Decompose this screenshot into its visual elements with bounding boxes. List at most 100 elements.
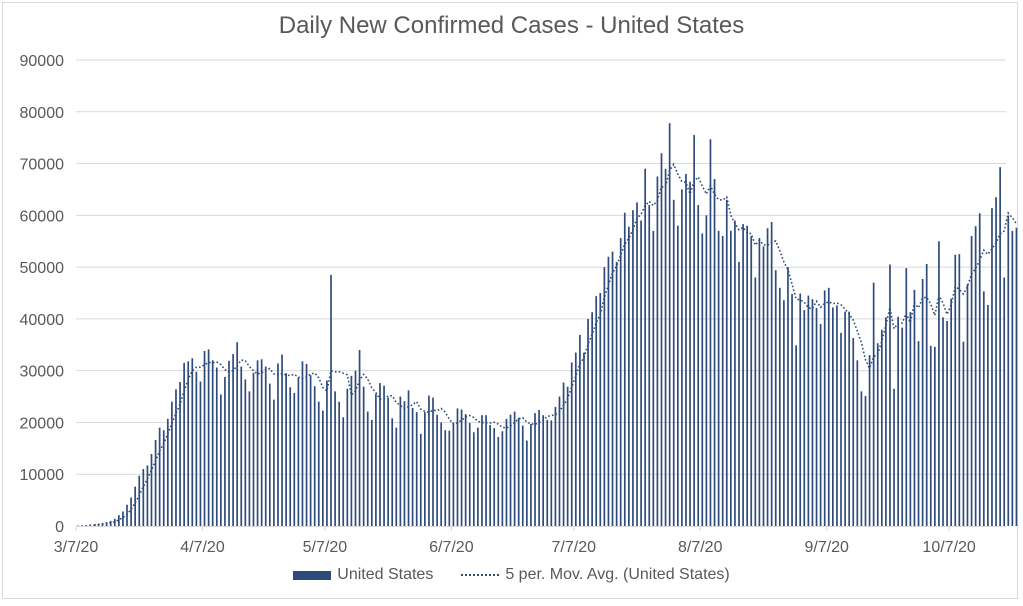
x-tick-label: 3/7/20 bbox=[54, 539, 99, 556]
bar bbox=[725, 199, 728, 527]
bar bbox=[273, 399, 275, 526]
bar bbox=[795, 345, 797, 526]
bar bbox=[709, 139, 712, 526]
bar bbox=[460, 409, 463, 526]
bar bbox=[905, 268, 908, 526]
bar bbox=[77, 525, 79, 526]
bar bbox=[554, 406, 557, 526]
bar bbox=[970, 236, 973, 527]
y-tick-label: 90000 bbox=[20, 53, 65, 70]
bar bbox=[244, 379, 247, 526]
bar bbox=[832, 307, 834, 526]
bar bbox=[762, 246, 765, 526]
bar bbox=[917, 341, 920, 526]
bar bbox=[603, 267, 606, 526]
bar bbox=[236, 342, 239, 526]
bar bbox=[366, 411, 369, 526]
y-tick-label: 80000 bbox=[20, 105, 65, 122]
bar bbox=[746, 225, 749, 526]
bar bbox=[256, 360, 259, 526]
bar bbox=[330, 274, 332, 526]
bar bbox=[966, 284, 969, 526]
bar bbox=[872, 282, 875, 526]
bar bbox=[248, 391, 251, 526]
bar bbox=[162, 430, 165, 526]
bar bbox=[929, 345, 932, 526]
bar bbox=[252, 372, 255, 526]
bar bbox=[493, 428, 496, 526]
bar bbox=[224, 376, 226, 526]
bar bbox=[452, 422, 455, 526]
bar bbox=[807, 295, 810, 526]
bar bbox=[542, 415, 545, 526]
bar bbox=[481, 415, 483, 526]
bar bbox=[411, 407, 414, 526]
bar bbox=[477, 427, 479, 526]
bar bbox=[750, 236, 753, 527]
bar bbox=[791, 294, 793, 526]
bar bbox=[403, 401, 406, 526]
bar bbox=[146, 465, 149, 526]
bar bbox=[648, 204, 651, 526]
bar bbox=[909, 312, 912, 526]
bar bbox=[921, 279, 924, 526]
bar bbox=[819, 324, 822, 526]
bar bbox=[570, 362, 573, 526]
bar bbox=[264, 366, 267, 526]
y-tick-label: 0 bbox=[55, 519, 64, 536]
legend-item-moving-average: 5 per. Mov. Avg. (United States) bbox=[461, 566, 730, 584]
bar bbox=[228, 360, 230, 526]
bar bbox=[562, 382, 565, 526]
bar bbox=[195, 371, 198, 526]
bar bbox=[383, 385, 385, 526]
bar bbox=[89, 524, 92, 526]
bar bbox=[187, 361, 190, 526]
bar bbox=[950, 298, 953, 526]
bar bbox=[574, 352, 577, 526]
bar bbox=[550, 420, 553, 526]
legend-item-bars: United States bbox=[293, 566, 433, 584]
bar bbox=[934, 346, 936, 526]
bar bbox=[171, 401, 173, 526]
bar bbox=[827, 287, 830, 526]
y-tick-label: 30000 bbox=[20, 364, 65, 381]
bar bbox=[778, 287, 781, 526]
bar bbox=[338, 401, 341, 526]
bar bbox=[342, 417, 345, 526]
bar bbox=[530, 423, 532, 526]
bar bbox=[982, 291, 985, 526]
bar bbox=[1003, 277, 1006, 526]
x-tick-label: 9/7/20 bbox=[804, 539, 849, 556]
bar bbox=[558, 396, 561, 526]
bar bbox=[472, 432, 475, 526]
bar bbox=[138, 475, 141, 526]
bar bbox=[179, 382, 181, 526]
bar bbox=[856, 360, 859, 526]
bar bbox=[925, 264, 928, 526]
bar bbox=[297, 377, 300, 526]
bar bbox=[334, 391, 336, 526]
bar bbox=[501, 431, 504, 526]
bar bbox=[619, 238, 622, 527]
bar bbox=[375, 393, 377, 526]
bar bbox=[1015, 227, 1018, 526]
bar bbox=[211, 360, 214, 526]
bar bbox=[860, 391, 863, 526]
bar bbox=[505, 418, 508, 526]
bar bbox=[309, 375, 312, 526]
x-tick-label: 5/7/20 bbox=[303, 539, 348, 556]
bar bbox=[534, 413, 536, 526]
bar bbox=[595, 296, 598, 526]
bar bbox=[199, 381, 202, 526]
bar bbox=[428, 395, 430, 526]
bar bbox=[987, 304, 989, 526]
bar bbox=[509, 414, 512, 526]
bar bbox=[134, 486, 137, 526]
x-tick-label: 6/7/20 bbox=[429, 539, 474, 556]
bar bbox=[868, 355, 871, 526]
legend-label-moving-average: 5 per. Mov. Avg. (United States) bbox=[505, 566, 730, 583]
bar bbox=[346, 388, 349, 526]
bar bbox=[456, 408, 459, 526]
legend-label-bars: United States bbox=[337, 566, 434, 583]
